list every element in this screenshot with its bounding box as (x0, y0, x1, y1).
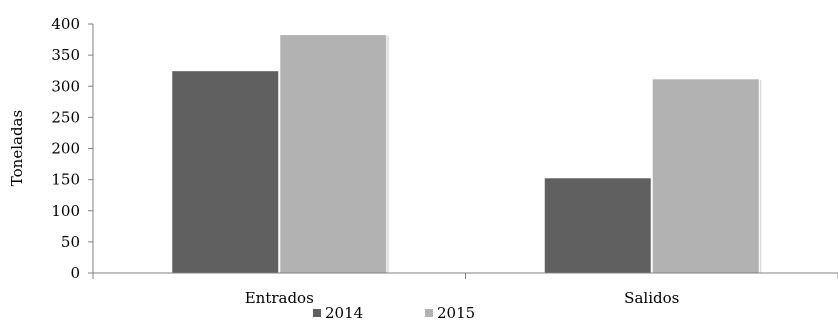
bars (171, 34, 762, 274)
y-tick-label: 300 (51, 77, 80, 95)
y-tick-label: 350 (51, 46, 80, 64)
bar-salidos-2015 (651, 78, 760, 274)
y-tick-label: 250 (51, 108, 80, 126)
legend-swatch-2014 (313, 309, 321, 317)
y-axis-ticks: 0 50 100 150 200 250 300 350 400 (51, 15, 93, 282)
legend-swatch-2015 (425, 309, 433, 317)
bar-entrados-2015 (279, 34, 388, 274)
legend-label-2015: 2015 (437, 304, 475, 322)
x-category-label: Entrados (245, 289, 314, 307)
x-category-label: Salidos (624, 289, 679, 307)
legend-label-2014: 2014 (325, 304, 363, 322)
y-tick-label: 150 (51, 171, 80, 189)
y-tick-label: 100 (51, 202, 80, 220)
y-tick-label: 400 (51, 15, 80, 33)
y-tick-label: 0 (70, 264, 80, 282)
legend: 2014 2015 (313, 304, 475, 322)
y-tick-label: 200 (51, 140, 80, 158)
bar-salidos-2014 (543, 177, 652, 274)
y-axis-title: Toneladas (8, 110, 26, 186)
y-tick-label: 50 (61, 233, 80, 251)
bar-entrados-2014 (171, 70, 280, 274)
x-axis-categories: Entrados Salidos (92, 273, 838, 307)
